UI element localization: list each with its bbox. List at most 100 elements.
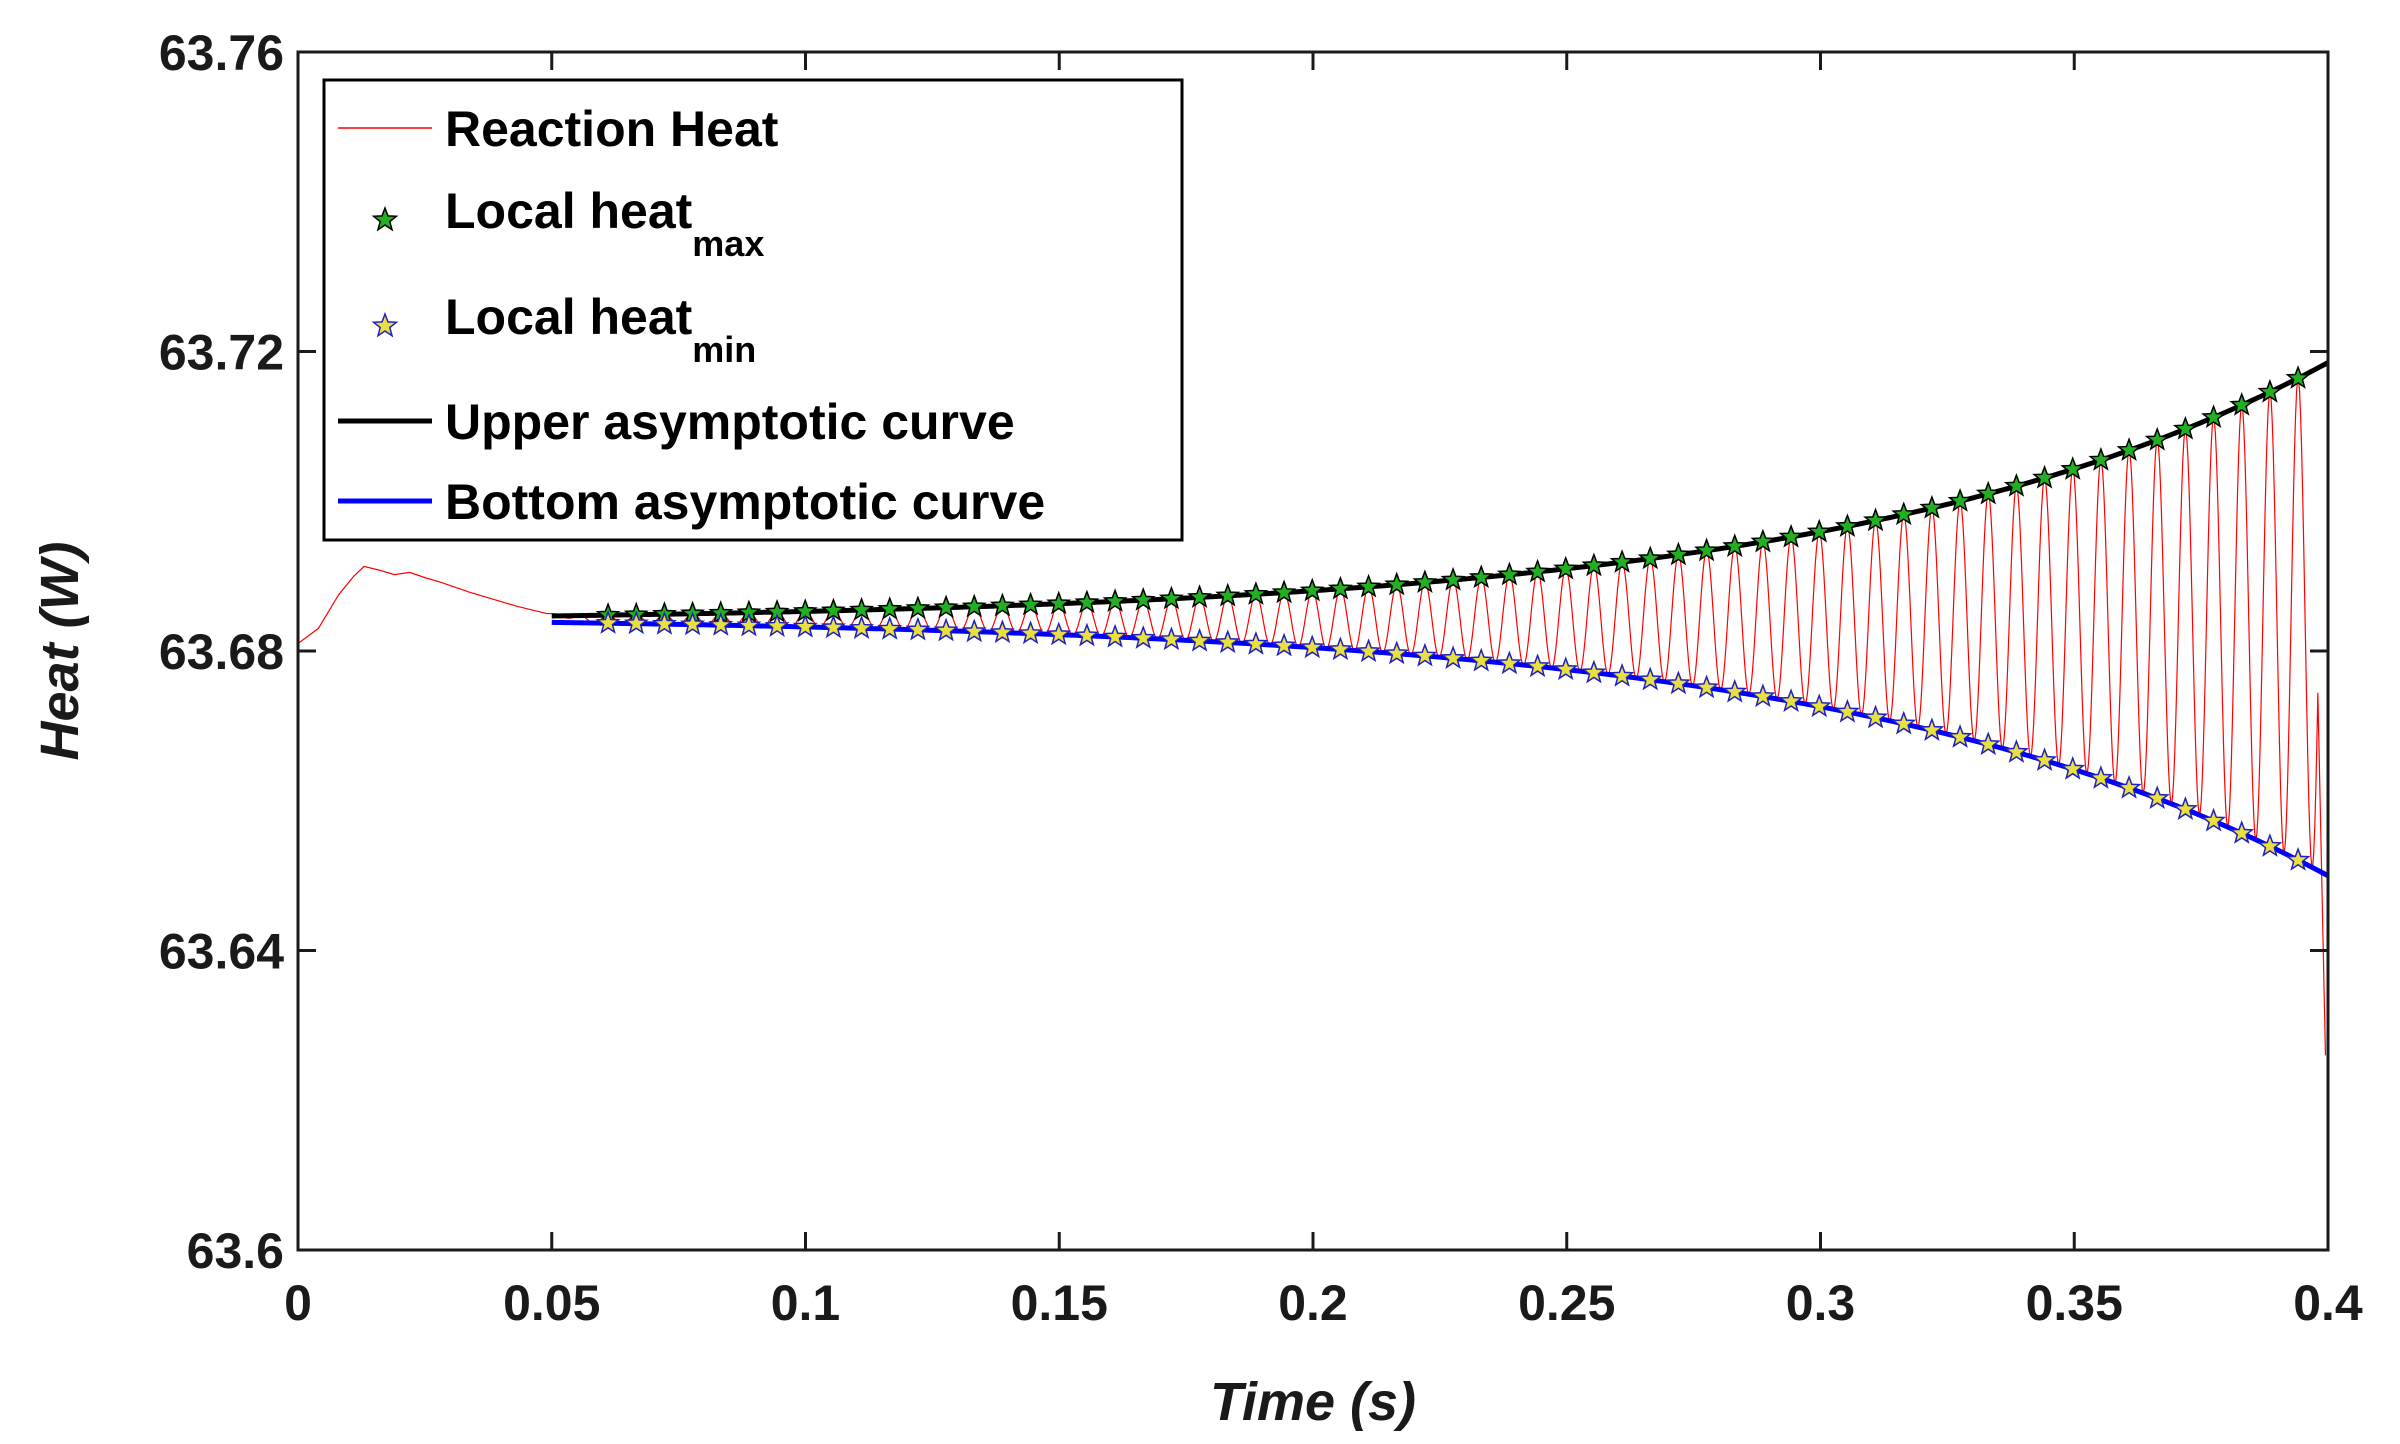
local-heat-max-marker [989, 592, 1015, 617]
local-heat-max-marker [905, 595, 931, 620]
y-axis-label: Heat (W) [30, 542, 90, 761]
local-heat-max-marker [1356, 573, 1382, 598]
local-heat-min-markers [595, 610, 2311, 871]
local-heat-max-marker [849, 596, 875, 621]
upper-asymptotic-curve [551, 360, 2328, 619]
local-heat-max-marker [1665, 541, 1691, 566]
legend-label-upper-asymptotic: Upper asymptotic curve [445, 394, 1015, 450]
local-heat-min-marker [820, 614, 846, 639]
local-heat-min-marker [1271, 632, 1297, 657]
legend-label-local-heat-max: Local heatmax [445, 183, 764, 264]
local-heat-max-marker [1609, 549, 1635, 573]
local-heat-max-marker [2003, 472, 2029, 497]
local-heat-max-marker [2088, 446, 2114, 471]
local-heat-min-marker [736, 612, 762, 637]
local-heat-max-marker [2201, 404, 2227, 429]
y-tick-label: 63.6 [187, 1223, 284, 1279]
local-heat-max-markers [595, 365, 2311, 626]
local-heat-max-marker [2172, 415, 2198, 440]
local-heat-max-marker [933, 594, 959, 619]
local-heat-min-marker [1130, 625, 1156, 649]
y-tick-label: 63.68 [159, 624, 284, 680]
x-tick-label: 0.25 [1518, 1275, 1615, 1331]
local-heat-max-marker [1947, 487, 1973, 512]
local-heat-max-marker [1018, 591, 1044, 616]
local-heat-max-marker [1525, 558, 1551, 583]
local-heat-min-marker [1046, 621, 1072, 646]
series-layer [298, 360, 2328, 1056]
local-heat-min-marker [2116, 774, 2142, 799]
local-heat-max-marker [1975, 480, 2001, 505]
local-heat-max-marker [961, 593, 987, 618]
local-heat-max-marker [1243, 581, 1269, 605]
local-heat-max-marker [877, 596, 903, 620]
local-heat-min-marker [2257, 833, 2283, 857]
local-heat-min-marker [680, 611, 706, 636]
local-heat-max-marker [2229, 391, 2255, 416]
local-heat-min-marker [961, 618, 987, 643]
legend: Reaction Heat Local heatmax Local heatmi… [322, 78, 1184, 542]
local-heat-min-marker [1834, 698, 1860, 723]
local-heat-min-marker [1806, 693, 1832, 718]
local-heat-min-marker [2088, 765, 2114, 789]
local-heat-min-marker [933, 617, 959, 642]
x-tick-label: 0.05 [503, 1275, 600, 1331]
local-heat-max-marker [1722, 533, 1748, 558]
local-heat-min-marker [989, 619, 1015, 644]
local-heat-max-marker [1299, 577, 1325, 602]
local-heat-max-marker [1440, 566, 1466, 591]
local-heat-min-marker [1665, 670, 1691, 695]
legend-label-local-heat-min-sub: min [692, 329, 756, 370]
local-heat-min-marker [2201, 807, 2227, 832]
local-heat-min-marker [1440, 645, 1466, 669]
local-heat-max-marker [2116, 437, 2142, 461]
local-heat-max-marker [1327, 575, 1353, 600]
y-tick-label: 63.72 [159, 325, 284, 381]
local-heat-min-marker [1018, 620, 1044, 645]
local-heat-max-marker [2285, 365, 2311, 389]
local-heat-min-marker [1975, 731, 2001, 756]
local-heat-max-marker [1468, 564, 1494, 589]
local-heat-min-marker [1609, 662, 1635, 687]
local-heat-max-marker [1384, 571, 1410, 596]
local-heat-min-marker [1947, 724, 1973, 748]
local-heat-min-marker [1158, 626, 1184, 651]
local-heat-min-marker [849, 615, 875, 639]
local-heat-max-marker [1412, 569, 1438, 594]
local-heat-max-marker [1046, 590, 1072, 615]
local-heat-min-marker [1637, 666, 1663, 691]
local-heat-min-marker [1863, 704, 1889, 729]
local-heat-max-marker [1694, 537, 1720, 562]
local-heat-max-marker [2060, 456, 2086, 480]
x-tick-label: 0.4 [2293, 1275, 2363, 1331]
local-heat-min-marker [2229, 820, 2255, 844]
local-heat-min-marker [1694, 674, 1720, 699]
local-heat-max-marker [1581, 552, 1607, 577]
local-heat-max-marker [1834, 513, 1860, 538]
legend-star-max-icon [371, 205, 399, 232]
x-axis-label: Time (s) [1210, 1372, 1416, 1432]
local-heat-min-marker [2144, 785, 2170, 810]
legend-swatch-local-heat-max [371, 205, 399, 232]
local-heat-min-marker [1722, 678, 1748, 703]
local-heat-min-marker [1356, 638, 1382, 663]
local-heat-min-marker [1891, 710, 1917, 735]
local-heat-max-marker [2032, 464, 2058, 489]
local-heat-max-marker [1102, 588, 1128, 613]
local-heat-min-marker [905, 616, 931, 641]
local-heat-min-marker [1778, 688, 1804, 713]
x-tick-label: 0.15 [1011, 1275, 1108, 1331]
local-heat-max-marker [1158, 585, 1184, 610]
local-heat-max-marker [2144, 426, 2170, 451]
local-heat-min-marker [1750, 683, 1776, 708]
legend-label-bottom-asymptotic: Bottom asymptotic curve [445, 474, 1045, 530]
local-heat-min-marker [1553, 656, 1579, 681]
bottom-asymptotic-curve [551, 619, 2328, 878]
local-heat-min-marker [792, 613, 818, 638]
local-heat-max-marker [1891, 501, 1917, 526]
local-heat-max-marker [1130, 586, 1156, 611]
local-heat-min-marker [764, 613, 790, 637]
local-heat-min-marker [1384, 640, 1410, 665]
local-heat-min-marker [1525, 653, 1551, 678]
